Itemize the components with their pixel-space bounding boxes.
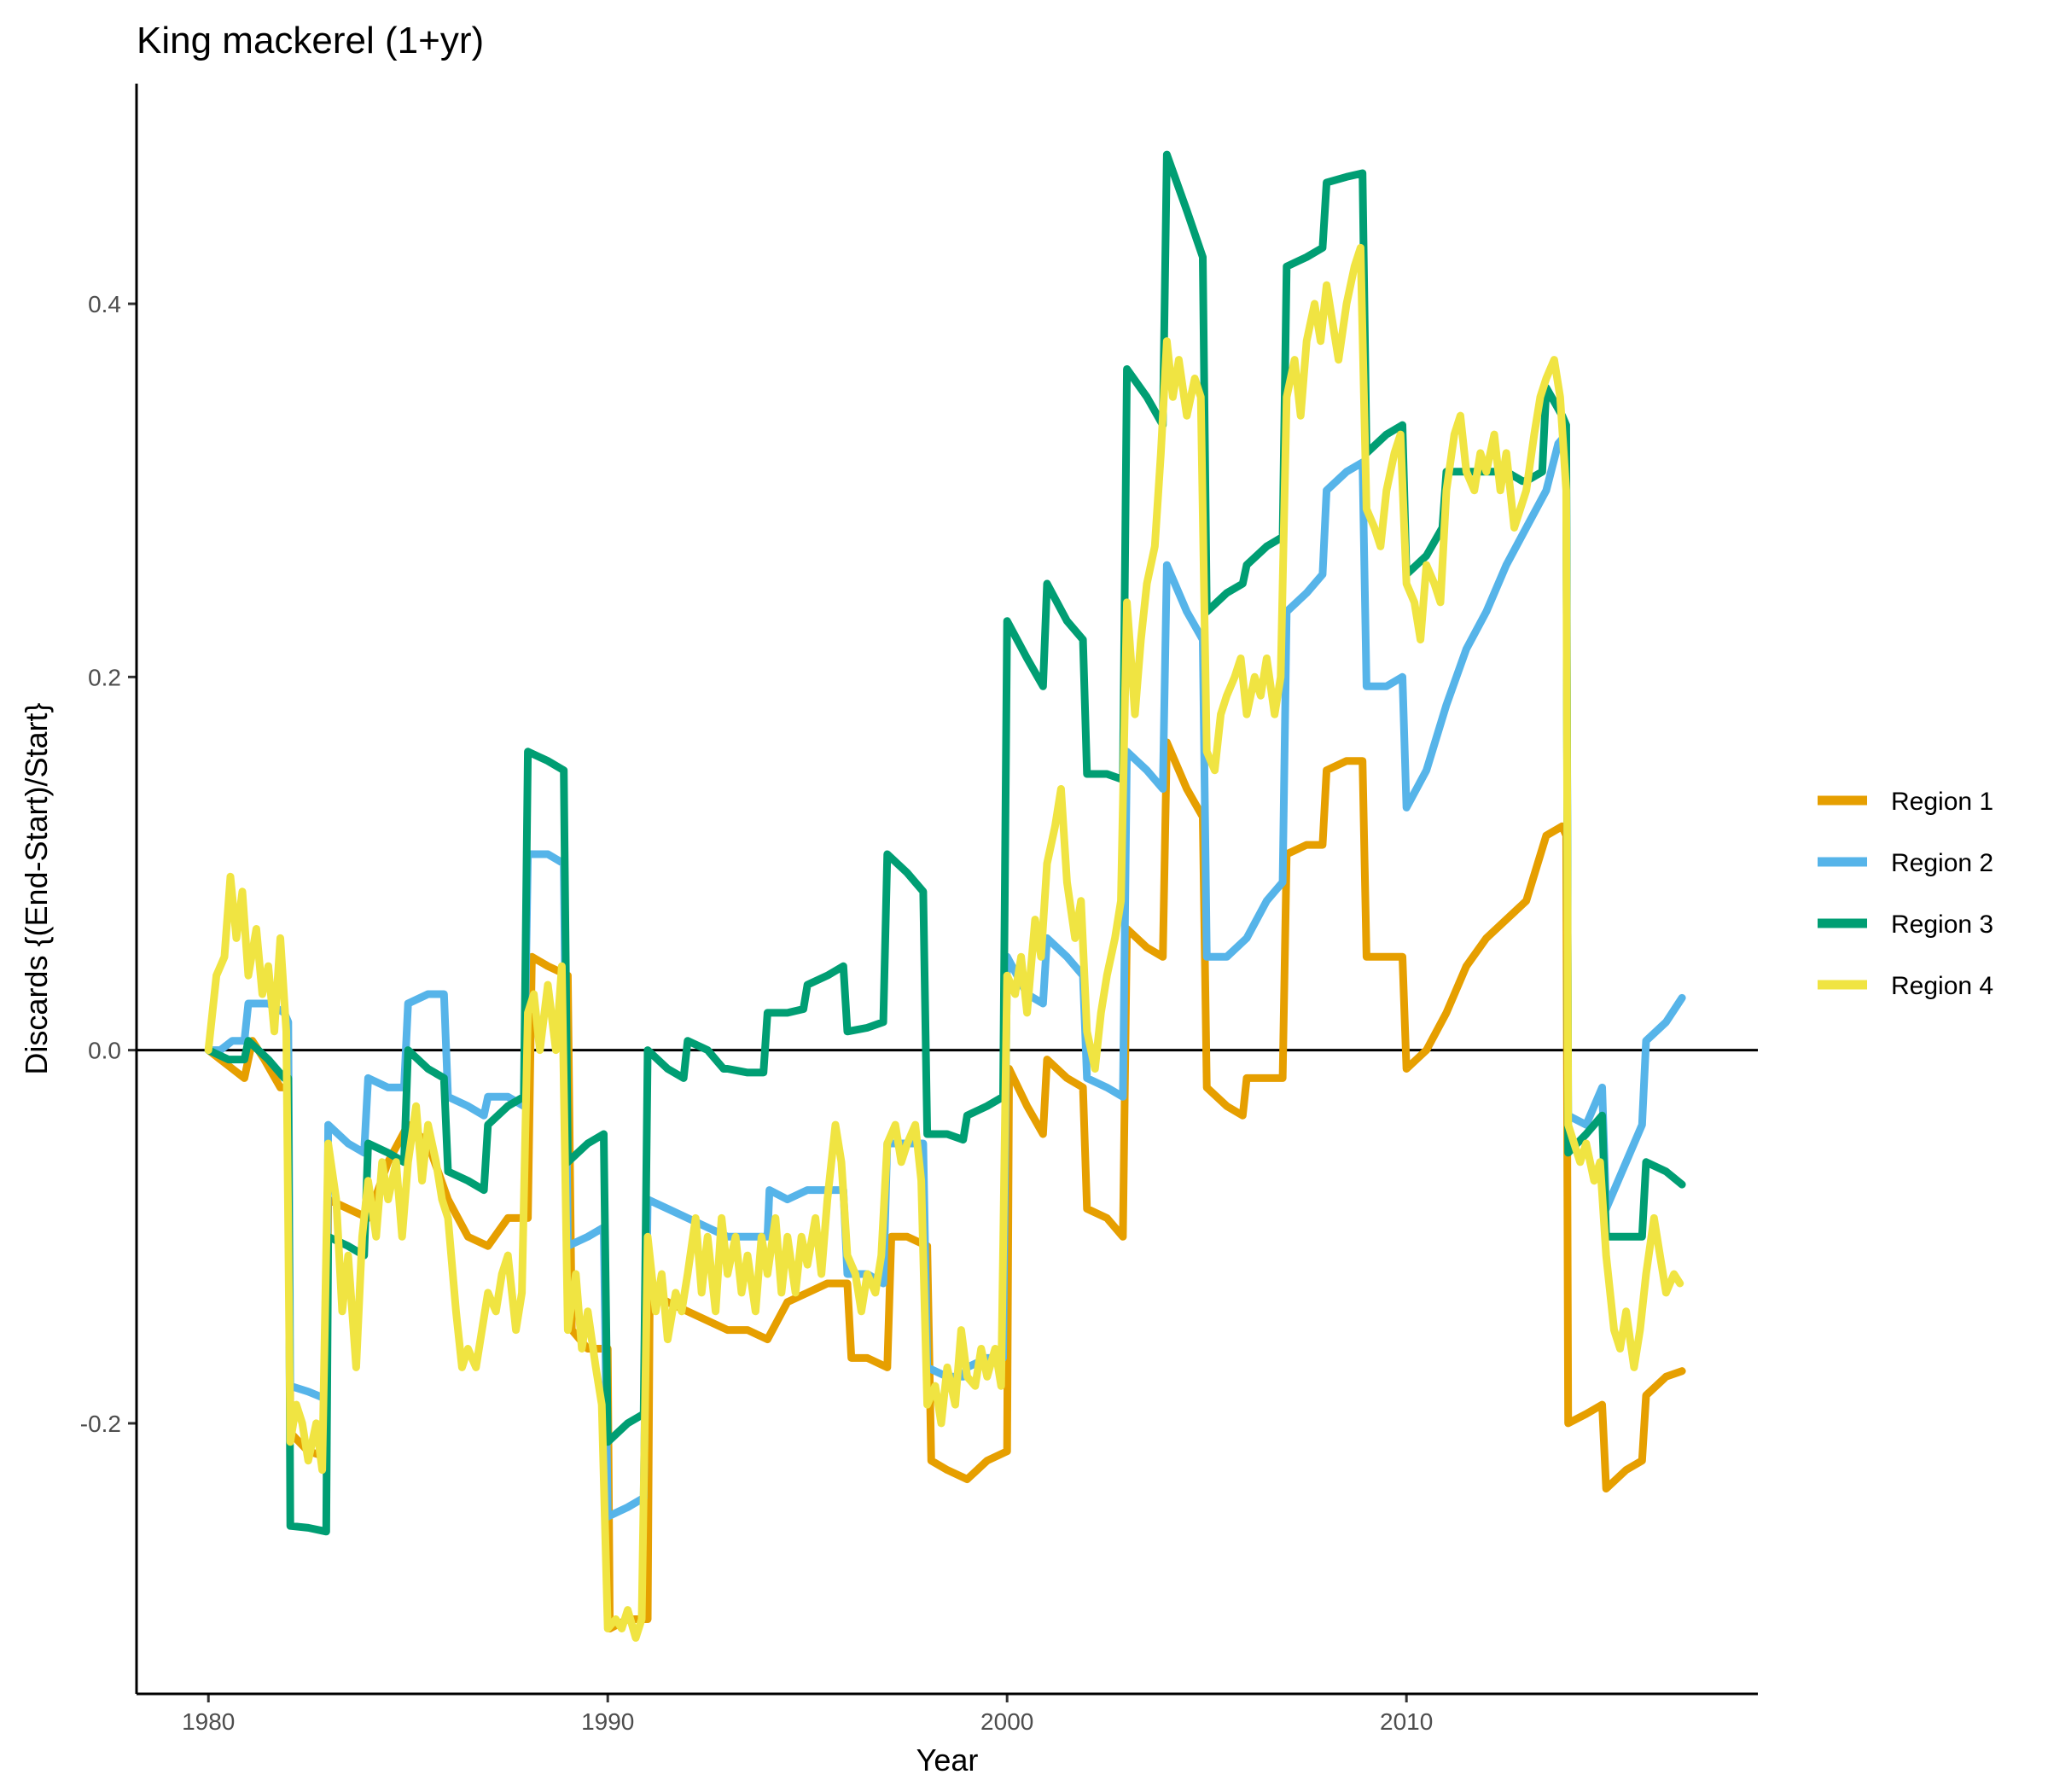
series-line-region-1 — [204, 738, 1686, 1632]
legend-label: Region 1 — [1891, 788, 1993, 816]
x-tick-label: 1980 — [182, 1708, 235, 1735]
y-tick-label: 0.2 — [88, 664, 121, 690]
legend-label: Region 3 — [1891, 911, 1993, 939]
x-axis-title: Year — [916, 1743, 979, 1777]
y-ticks — [128, 302, 137, 1425]
legend-label: Region 2 — [1891, 849, 1993, 877]
y-tick-label: -0.2 — [80, 1411, 121, 1437]
series-line-region-3 — [204, 150, 1686, 1536]
x-tick-label: 2000 — [980, 1708, 1033, 1735]
x-tick-label: 1990 — [581, 1708, 634, 1735]
y-tick-labels: -0.2 0.0 0.2 0.4 — [80, 291, 121, 1437]
legend-label: Region 4 — [1891, 972, 1993, 1000]
legend: Region 1 Region 2 Region 3 Region 4 — [1818, 788, 1993, 1000]
series-line-region-4 — [204, 243, 1684, 1642]
y-axis-title: Discards {(End-Start)/Start} — [19, 702, 54, 1074]
chart-title: King mackerel (1+yr) — [137, 20, 484, 61]
series-lines — [204, 150, 1686, 1642]
x-tick-label: 2010 — [1380, 1708, 1433, 1735]
x-tick-labels: 1980 1990 2000 2010 — [182, 1708, 1433, 1735]
y-tick-label: 0.4 — [88, 291, 121, 317]
x-ticks — [207, 1694, 1408, 1702]
y-tick-label: 0.0 — [88, 1038, 121, 1064]
